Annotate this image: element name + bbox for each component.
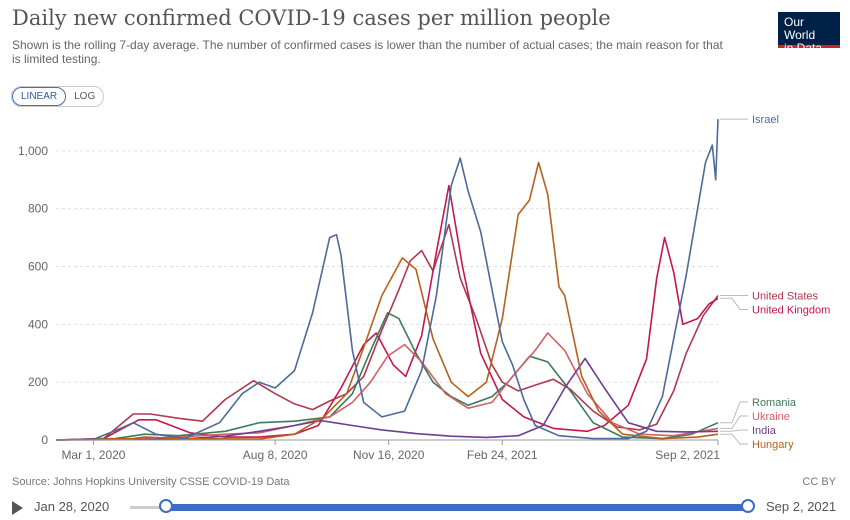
series-line-romania — [55, 312, 719, 441]
series-label-connector — [720, 429, 748, 432]
series-label-romania: Romania — [752, 397, 797, 409]
y-tick-label: 600 — [28, 260, 48, 274]
x-tick-label: Sep 2, 2021 — [655, 448, 720, 462]
series-label-united-kingdom: United Kingdom — [752, 304, 830, 316]
series-line-india — [55, 357, 719, 441]
x-tick-label: Aug 8, 2020 — [243, 448, 308, 462]
chart-title: Daily new confirmed COVID-19 cases per m… — [12, 6, 611, 30]
log-scale-button[interactable]: LOG — [74, 91, 96, 102]
series-label-israel: Israel — [752, 114, 779, 126]
x-tick-label: Feb 24, 2021 — [467, 448, 538, 462]
y-tick-label: 0 — [41, 433, 48, 447]
series-line-united-states — [55, 223, 719, 441]
series-label-connector — [720, 401, 748, 424]
series-label-connector — [720, 415, 748, 429]
series-label-united-states: United States — [752, 290, 819, 302]
y-tick-label: 800 — [28, 202, 48, 216]
y-tick-label: 400 — [28, 317, 48, 331]
source-note[interactable]: Source: Johns Hopkins University CSSE CO… — [12, 476, 290, 488]
logo-line-2: in Data — [784, 41, 823, 55]
series-label-ukraine: Ukraine — [752, 411, 790, 423]
timeline-end-handle[interactable] — [741, 499, 755, 513]
owid-logo[interactable]: Our World in Data — [778, 12, 840, 55]
timeline-start-handle[interactable] — [159, 499, 173, 513]
chart-subtitle: Shown is the rolling 7-day average. The … — [12, 38, 723, 66]
y-tick-label: 1,000 — [18, 144, 48, 158]
series-label-hungary: Hungary — [752, 439, 794, 451]
linear-scale-button[interactable]: LINEAR — [12, 87, 67, 106]
timeline-range[interactable] — [166, 504, 748, 511]
license-link[interactable]: CC BY — [802, 476, 836, 488]
series-label-connector — [720, 433, 748, 445]
series-line-israel — [55, 119, 719, 441]
timeline-end-date: Sep 2, 2021 — [766, 499, 837, 514]
axes: 0 200 400 600 800 1,000 Mar 1, 2020 Aug 8, 2020… — [18, 144, 720, 462]
series-line-ukraine — [55, 332, 719, 441]
series-line-hungary — [55, 161, 719, 441]
grid — [56, 150, 718, 383]
series-labels: Israel United States United Kingdom Romania… — [720, 114, 830, 451]
x-tick-label: Nov 16, 2020 — [353, 448, 425, 462]
timeline-start-date: Jan 28, 2020 — [34, 499, 110, 514]
scale-toggle: LINEAR LOG — [11, 86, 105, 107]
y-tick-label: 200 — [28, 375, 48, 389]
series-line-united-kingdom — [55, 184, 719, 441]
play-icon[interactable] — [12, 501, 23, 515]
timeline-track[interactable] — [130, 506, 160, 509]
line-chart: Israel United States United Kingdom Romania… — [18, 114, 830, 462]
x-tick-label: Mar 1, 2020 — [61, 448, 125, 462]
series-label-connector — [720, 297, 748, 310]
series-label-india: India — [752, 425, 777, 437]
logo-line-1: Our World — [784, 15, 816, 42]
timeline: Jan 28, 2020 Sep 2, 2021 — [0, 496, 850, 520]
series-lines — [55, 119, 719, 441]
